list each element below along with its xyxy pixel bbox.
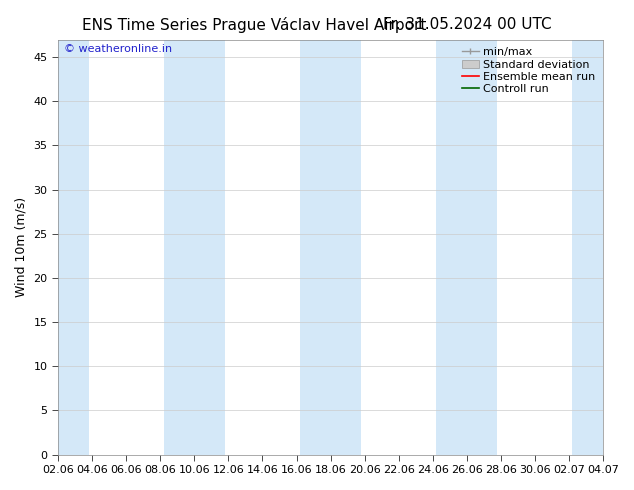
Bar xyxy=(164,40,225,455)
Text: ENS Time Series Prague Václav Havel Airport: ENS Time Series Prague Václav Havel Airp… xyxy=(82,17,427,33)
Y-axis label: Wind 10m (m/s): Wind 10m (m/s) xyxy=(15,197,28,297)
Text: © weatheronline.in: © weatheronline.in xyxy=(63,44,172,53)
Bar xyxy=(27,40,89,455)
Text: Fr. 31.05.2024 00 UTC: Fr. 31.05.2024 00 UTC xyxy=(383,17,552,32)
Legend: min/max, Standard deviation, Ensemble mean run, Controll run: min/max, Standard deviation, Ensemble me… xyxy=(460,45,597,96)
Bar xyxy=(300,40,361,455)
Bar xyxy=(573,40,634,455)
Bar xyxy=(436,40,498,455)
